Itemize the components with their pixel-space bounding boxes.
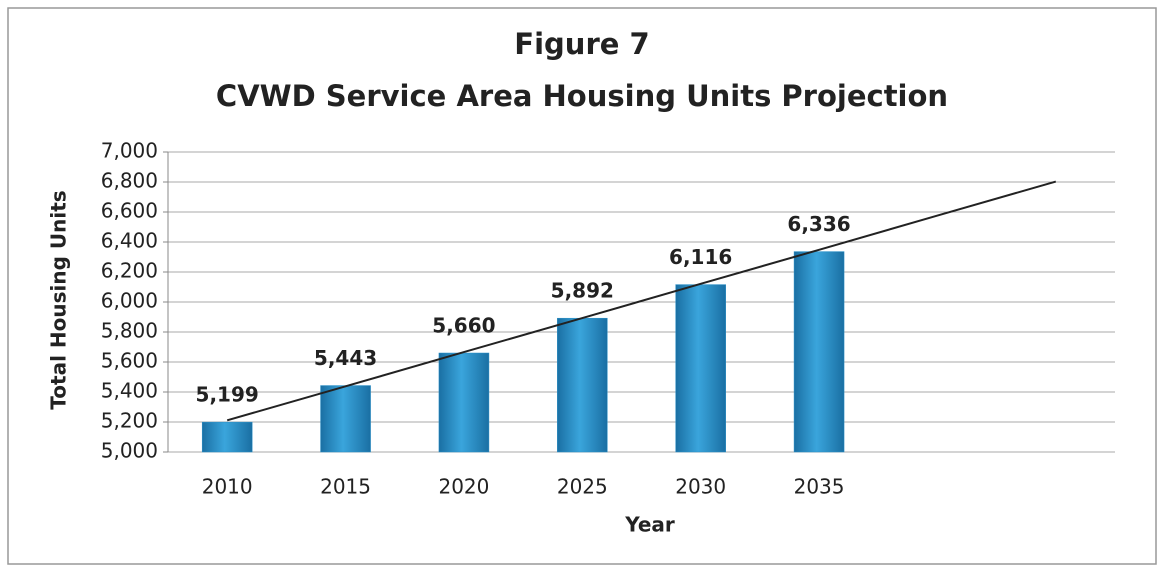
data-label: 6,336 <box>787 212 850 236</box>
bar <box>675 284 726 453</box>
x-tick-label: 2020 <box>438 475 489 499</box>
x-tick-label: 2015 <box>320 475 371 499</box>
y-tick-label: 6,400 <box>101 229 158 253</box>
data-label: 5,892 <box>551 279 614 303</box>
y-axis-label: Total Housing Units <box>47 190 71 409</box>
y-tick-label: 5,200 <box>101 409 158 433</box>
bar <box>438 352 490 453</box>
x-axis-label: Year <box>624 513 675 537</box>
y-tick-label: 5,400 <box>101 379 158 403</box>
data-label: 5,660 <box>432 314 495 338</box>
y-tick-label: 5,000 <box>101 439 158 463</box>
chart-title: Figure 7 <box>514 27 649 61</box>
x-tick-label: 2010 <box>202 475 253 499</box>
data-label: 5,199 <box>196 383 259 407</box>
bar <box>793 251 845 453</box>
y-tick-label: 6,800 <box>101 169 158 193</box>
bar <box>320 385 371 453</box>
y-tick-label: 7,000 <box>101 139 158 163</box>
y-tick-label: 5,600 <box>101 349 158 373</box>
chart-subtitle: CVWD Service Area Housing Units Projecti… <box>216 79 948 113</box>
chart-frame <box>7 7 1157 565</box>
data-label: 5,443 <box>314 346 377 370</box>
y-tick-label: 6,200 <box>101 259 158 283</box>
x-tick-label: 2035 <box>794 475 845 499</box>
data-label: 6,116 <box>669 245 732 269</box>
bar <box>201 421 253 453</box>
bar <box>557 317 608 453</box>
y-tick-label: 6,600 <box>101 199 158 223</box>
trend-line <box>226 180 1057 422</box>
y-tick-label: 6,000 <box>101 289 158 313</box>
x-tick-label: 2025 <box>557 475 608 499</box>
x-tick-label: 2030 <box>675 475 726 499</box>
y-tick-label: 5,800 <box>101 319 158 343</box>
